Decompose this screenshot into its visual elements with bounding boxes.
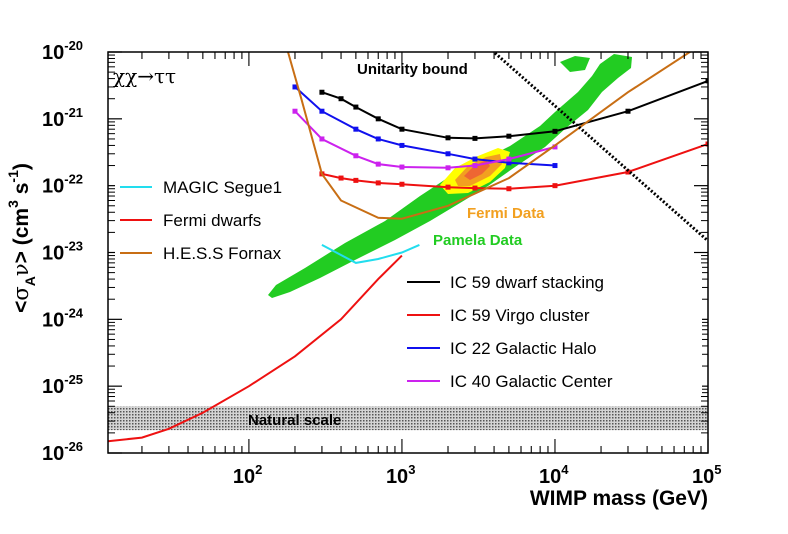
point-ic-22-galactic-halo [292,84,298,90]
pamela-region-upper [560,56,590,72]
point-ic-40-galactic-center [353,153,359,159]
bands-layer [108,406,708,431]
point-ic-22-galactic-halo [375,136,381,142]
legend-label: Fermi dwarfs [163,211,261,230]
point-ic-59-dwarf-stacking [625,108,631,114]
point-ic-22-galactic-halo [353,126,359,132]
point-ic-40-galactic-center [399,164,405,170]
point-ic-59-virgo-cluster [338,175,344,181]
x-tick-label: 102 [233,462,262,488]
point-ic-22-galactic-halo [445,151,451,157]
point-ic-59-dwarf-stacking [506,133,512,139]
x-axis-title: WIMP mass (GeV) [530,487,708,510]
point-ic-59-dwarf-stacking [472,135,478,141]
text-layer: χχ→ττ Unitarity bound Natural scale Ferm… [5,38,721,510]
point-ic-59-dwarf-stacking [375,116,381,122]
point-ic-59-dwarf-stacking [399,126,405,132]
pamela-data-label: Pamela Data [433,232,523,249]
legend-label: H.E.S.S Fornax [163,244,282,263]
x-tick-label: 104 [539,462,569,488]
series-line-h-e-s-s-fornax [287,52,692,220]
point-ic-59-virgo-cluster [705,141,708,147]
point-ic-59-virgo-cluster [625,169,631,175]
series-line-magic-segue1 [321,243,420,264]
point-ic-59-dwarf-stacking [705,78,708,84]
point-ic-22-galactic-halo [472,156,478,162]
y-tick-label: 10-24 [42,305,84,331]
legend-label: IC 59 dwarf stacking [450,273,604,292]
point-ic-40-galactic-center [375,161,381,167]
natural-scale-band [108,406,708,431]
point-ic-40-galactic-center [552,144,558,150]
x-tick-label: 105 [692,462,721,488]
natural-scale-label: Natural scale [248,412,341,429]
process-label: χχ→ττ [113,64,176,88]
legend-label: IC 59 Virgo cluster [450,306,590,325]
fermi-data-label: Fermi Data [467,205,545,222]
point-ic-59-virgo-cluster [375,180,381,186]
y-tick-label: 10-25 [42,372,83,398]
point-ic-59-dwarf-stacking [338,96,344,102]
legend-label: IC 40 Galactic Center [450,372,613,391]
point-ic-59-dwarf-stacking [353,104,359,110]
pamela-region [268,54,632,298]
legend-label: IC 22 Galactic Halo [450,339,596,358]
point-ic-59-virgo-cluster [472,185,478,191]
legend-label: MAGIC Segue1 [163,178,282,197]
y-tick-label: 10-26 [42,439,83,465]
point-ic-59-dwarf-stacking [552,128,558,134]
unitarity-label: Unitarity bound [357,61,468,78]
legend-right-bg [402,265,702,395]
series-layer [108,52,708,443]
y-tick-label: 10-20 [42,38,83,64]
point-ic-59-virgo-cluster [445,184,451,190]
fermi-region-core [464,160,490,180]
series-line-fermi-dwarfs [108,254,403,443]
point-ic-59-virgo-cluster [506,186,512,192]
point-ic-40-galactic-center [319,136,325,142]
point-ic-22-galactic-halo [319,108,325,114]
point-ic-40-galactic-center [445,165,451,171]
point-ic-40-galactic-center [506,156,512,162]
point-ic-59-virgo-cluster [399,181,405,187]
point-ic-59-virgo-cluster [353,177,359,183]
x-tick-label: 103 [386,462,415,488]
series-line-ic-59-dwarf-stacking [321,79,708,140]
y-tick-label: 10-22 [42,172,83,198]
unitarity-bound-line [494,52,708,242]
y-tick-label: 10-23 [42,239,83,265]
point-ic-40-galactic-center [292,108,298,114]
point-ic-59-dwarf-stacking [445,135,451,141]
point-ic-22-galactic-halo [506,160,512,166]
point-ic-22-galactic-halo [552,163,558,169]
y-axis-title: <σAν> (cm3 s-1) [5,163,38,313]
point-ic-22-galactic-halo [399,142,405,148]
point-ic-40-galactic-center [472,163,478,169]
legend-layer: MAGIC Segue1 Fermi dwarfs H.E.S.S Fornax IC… [115,172,702,395]
point-ic-59-dwarf-stacking [319,89,325,95]
y-tick-label: 10-21 [42,105,83,131]
frame-layer [107,51,709,454]
point-ic-59-virgo-cluster [552,183,558,189]
